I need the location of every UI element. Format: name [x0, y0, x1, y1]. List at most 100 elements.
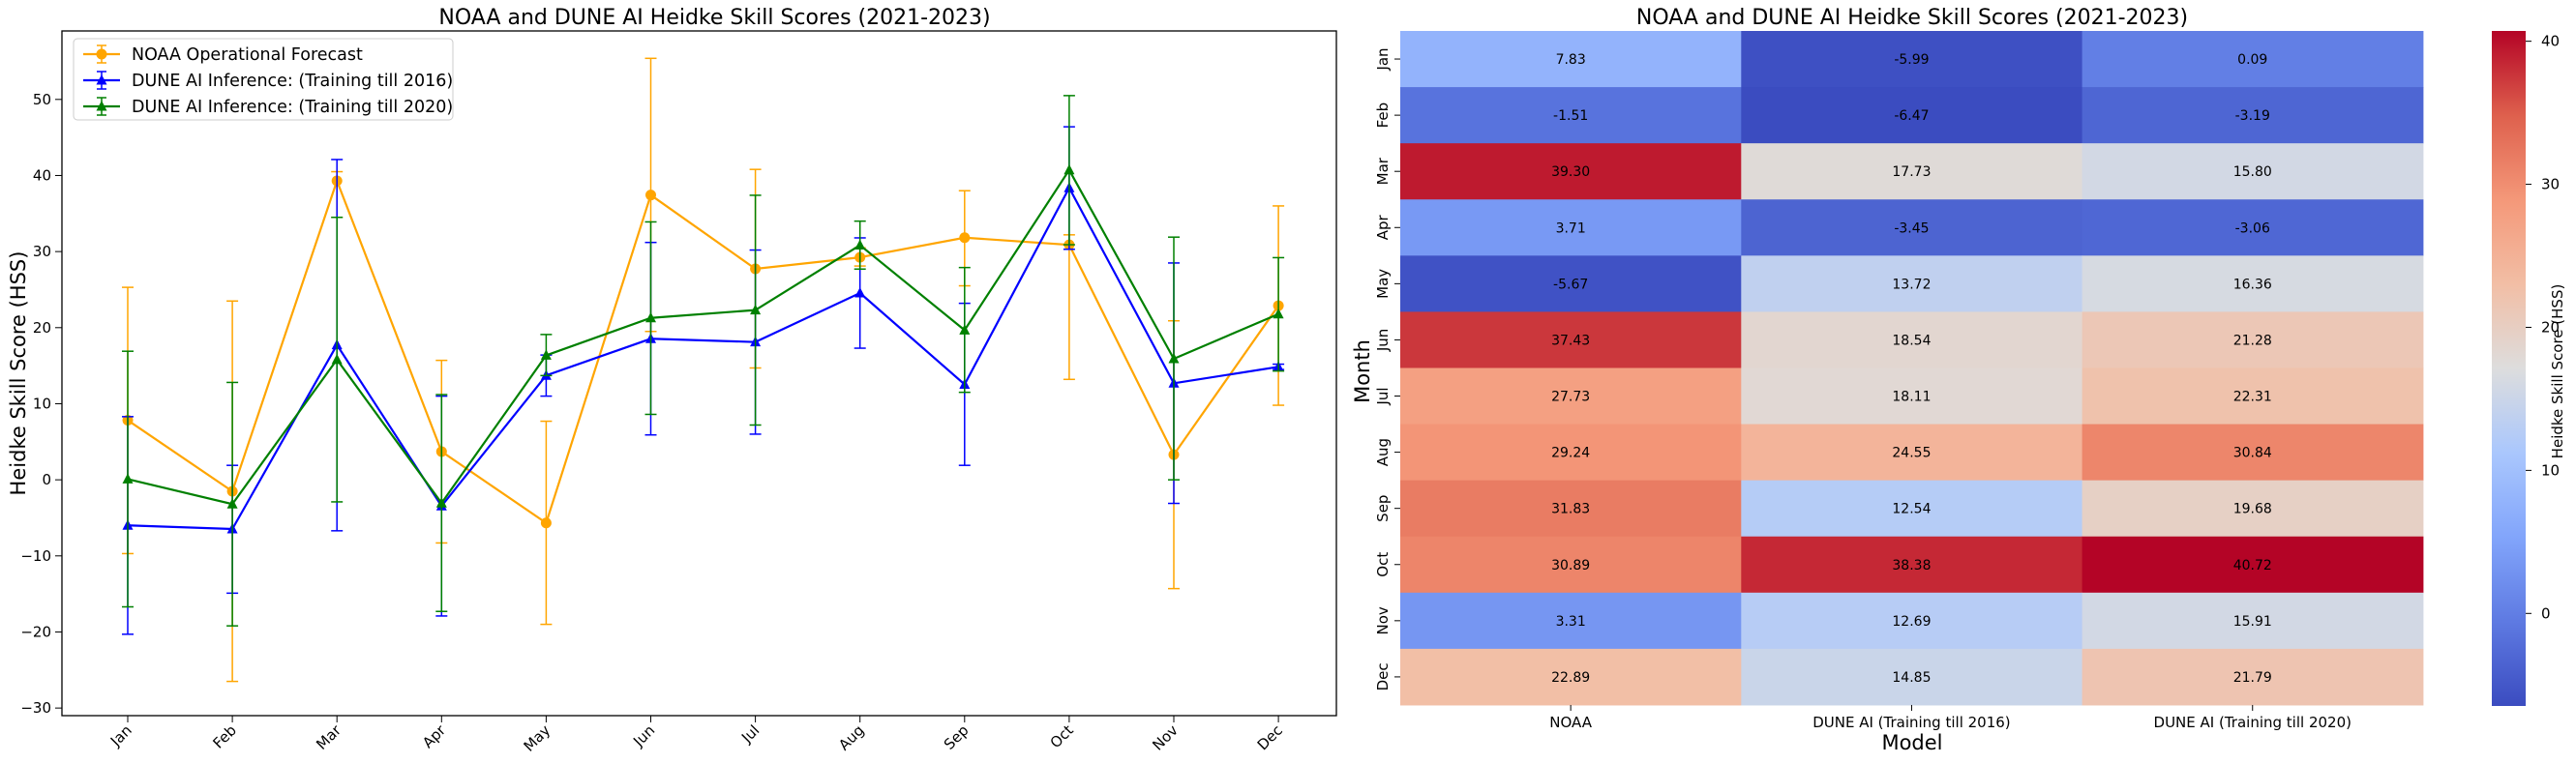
cell-value: 22.31 — [2233, 390, 2272, 405]
series-line — [127, 167, 1279, 506]
line-chart: NOAA and DUNE AI Heidke Skill Scores (20… — [7, 6, 1337, 755]
heatmap-cell — [1400, 255, 1742, 312]
data-point — [645, 311, 656, 323]
data-point — [854, 239, 866, 250]
cell-value: 0.09 — [2237, 52, 2267, 68]
data-point — [1063, 163, 1075, 175]
heatmap-cell — [1400, 424, 1742, 482]
y-tick-label: 40 — [33, 166, 51, 184]
y-tick-label: −10 — [20, 547, 51, 565]
y-tick-label: 50 — [33, 91, 51, 108]
legend-marker — [96, 74, 107, 85]
legend-label: DUNE AI Inference: (Training till 2016) — [132, 72, 453, 91]
heatmap-cell — [2082, 255, 2424, 312]
line-chart-title: NOAA and DUNE AI Heidke Skill Scores (20… — [438, 6, 990, 30]
heatmap-cell — [1400, 648, 1742, 706]
cell-value: 12.54 — [1892, 502, 1931, 517]
x-tick-label: NOAA — [1549, 714, 1592, 731]
data-point — [540, 517, 552, 529]
colorbar-tick-label: 10 — [2541, 461, 2560, 479]
heatmap-cell — [1400, 536, 1742, 594]
series-line — [127, 177, 1280, 525]
cell-value: -3.06 — [2235, 220, 2270, 236]
cell-value: -5.67 — [1553, 277, 1588, 292]
y-tick-label: 20 — [33, 319, 51, 337]
data-point — [645, 190, 656, 201]
legend-marker — [96, 48, 107, 60]
heatmap-cell — [2082, 31, 2424, 88]
heatmap-cell — [2082, 367, 2424, 426]
x-tick-label: DUNE AI (Training till 2016) — [1812, 714, 2010, 731]
data-point — [540, 349, 552, 360]
cell-value: 21.28 — [2233, 333, 2272, 348]
y-tick-label: Feb — [1374, 103, 1392, 129]
y-tick-label: Jan — [1374, 47, 1392, 71]
data-point — [959, 324, 971, 335]
heatmap-cell — [2082, 143, 2424, 200]
heatmap-xlabel: Model — [1881, 731, 1942, 754]
heatmap-ylabel: Month — [1351, 339, 1374, 403]
y-tick-label: Dec — [1374, 662, 1392, 691]
legend-label: NOAA Operational Forecast — [132, 45, 363, 65]
colorbar-tick-label: 20 — [2541, 318, 2560, 336]
heatmap-cell — [1741, 480, 2083, 538]
colorbar-gradient — [2492, 31, 2526, 706]
y-tick-label: −20 — [20, 623, 51, 640]
y-tick-label: 30 — [33, 243, 51, 260]
heatmap-cell — [1741, 592, 2083, 650]
heatmap-cell — [2082, 648, 2424, 706]
y-tick-label: 10 — [33, 395, 51, 412]
cell-value: 3.31 — [1556, 614, 1586, 630]
heatmap-cell — [1741, 31, 2083, 88]
legend-item: DUNE AI Inference: (Training till 2016) — [83, 71, 453, 91]
series-3 — [122, 95, 1285, 627]
heatmap-cell — [2082, 424, 2424, 482]
heatmap-cell — [2082, 592, 2424, 650]
heatmap-cell — [1741, 367, 2083, 426]
data-point — [1168, 352, 1180, 364]
y-tick-label: Jun — [1374, 329, 1392, 352]
colorbar-tick-label: 40 — [2541, 33, 2560, 50]
heatmap-cell — [2082, 480, 2424, 538]
cell-value: 38.38 — [1892, 558, 1931, 573]
cell-value: 22.89 — [1551, 670, 1590, 686]
y-tick-label: Aug — [1374, 438, 1392, 466]
heatmap-title: NOAA and DUNE AI Heidke Skill Scores (20… — [1636, 6, 2188, 30]
heatmap-cell — [1400, 311, 1742, 368]
plot-frame — [61, 30, 1337, 717]
heatmap-chart: NOAA and DUNE AI Heidke Skill Scores (20… — [1351, 6, 2566, 754]
cell-value: 31.83 — [1551, 502, 1590, 517]
x-tick-label: DUNE AI (Training till 2020) — [2154, 714, 2351, 731]
cell-value: 21.79 — [2233, 670, 2272, 686]
data-point — [435, 497, 447, 508]
heatmap-cell — [2082, 311, 2424, 368]
heatmap-cell — [1741, 255, 2083, 312]
heatmap-cell — [1400, 143, 1742, 200]
cell-value: -3.19 — [2235, 108, 2270, 124]
y-tick-label: Apr — [1374, 214, 1392, 240]
y-tick-label: Sep — [1374, 495, 1392, 522]
y-tick-label: 0 — [42, 471, 51, 488]
heatmap-cell — [1741, 143, 2083, 200]
data-point — [750, 304, 762, 315]
heatmap-cell — [1400, 199, 1742, 256]
y-tick-label: Jul — [1374, 387, 1392, 405]
legend-item: NOAA Operational Forecast — [83, 44, 363, 65]
colorbar-label: Heidke Skill Score (HSS) — [2549, 284, 2566, 459]
heatmap-cell — [2082, 199, 2424, 256]
heatmap-cell — [1400, 31, 1742, 88]
heatmap-cell — [1741, 311, 2083, 368]
heatmap-cell — [1741, 199, 2083, 256]
heatmap-cell — [1741, 424, 2083, 482]
legend-item: DUNE AI Inference: (Training till 2020) — [83, 97, 453, 117]
y-tick-label: Oct — [1374, 552, 1392, 577]
heatmap-cell — [1741, 648, 2083, 706]
heatmap-cell — [1741, 87, 2083, 144]
cell-value: 15.91 — [2233, 614, 2272, 630]
cell-value: 13.72 — [1892, 277, 1931, 292]
heatmap-cell — [1400, 87, 1742, 144]
cell-value: 24.55 — [1892, 446, 1931, 461]
colorbar-tick-label: 30 — [2541, 176, 2560, 193]
y-tick-label: −30 — [20, 699, 51, 717]
